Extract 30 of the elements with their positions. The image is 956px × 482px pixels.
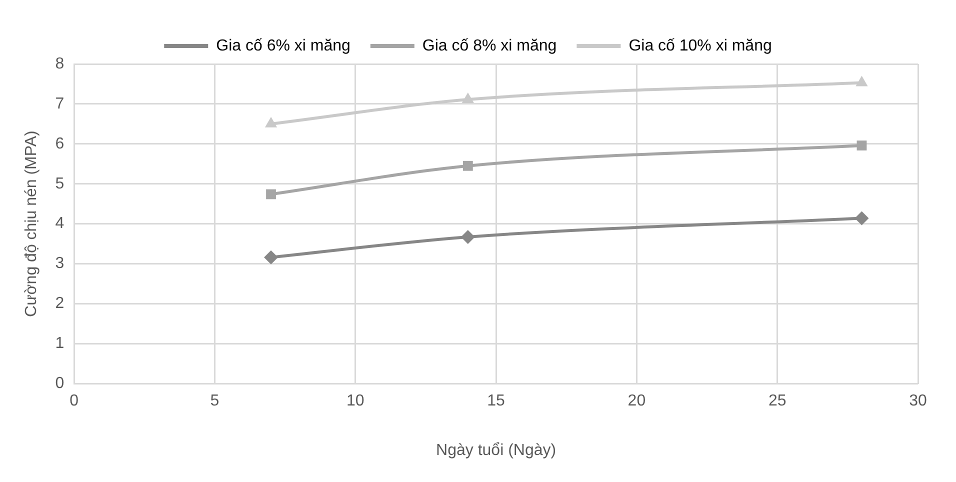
x-tick-label: 15 [487, 392, 506, 410]
point [856, 140, 867, 150]
legend-label: Gia cố 8% xi măng [422, 37, 557, 54]
legend-label: Gia cố 10% xi măng [628, 37, 772, 54]
legend-label: Gia cố 6% xi măng [216, 37, 350, 54]
x-tick-label: 5 [210, 392, 220, 410]
point [264, 250, 278, 264]
point [462, 92, 474, 104]
y-tick-label: 0 [55, 375, 64, 392]
y-tick-label: 7 [55, 95, 64, 112]
point [856, 76, 868, 86]
y-axis-title: Cường độ chịu nén (MPA) [23, 130, 40, 317]
y-tick-label: 4 [55, 215, 64, 232]
point [264, 116, 278, 128]
point [854, 211, 869, 226]
y-tick-label: 6 [55, 135, 64, 152]
y-tick-label: 2 [55, 295, 64, 312]
point [266, 189, 276, 200]
y-tick-label: 3 [55, 255, 64, 272]
x-axis-title: Ngày tuổi (Ngày) [436, 442, 556, 459]
y-tick-label: 5 [55, 175, 64, 192]
x-tick-label: 0 [70, 392, 79, 410]
x-tick-label: 10 [346, 392, 364, 410]
x-tick-label: 25 [768, 392, 786, 410]
y-tick-label: 8 [55, 55, 64, 72]
point [462, 160, 473, 171]
x-tick-label: 30 [909, 392, 927, 410]
x-tick-label: 20 [628, 392, 646, 410]
point [460, 230, 475, 244]
y-tick-label: 1 [55, 335, 64, 352]
